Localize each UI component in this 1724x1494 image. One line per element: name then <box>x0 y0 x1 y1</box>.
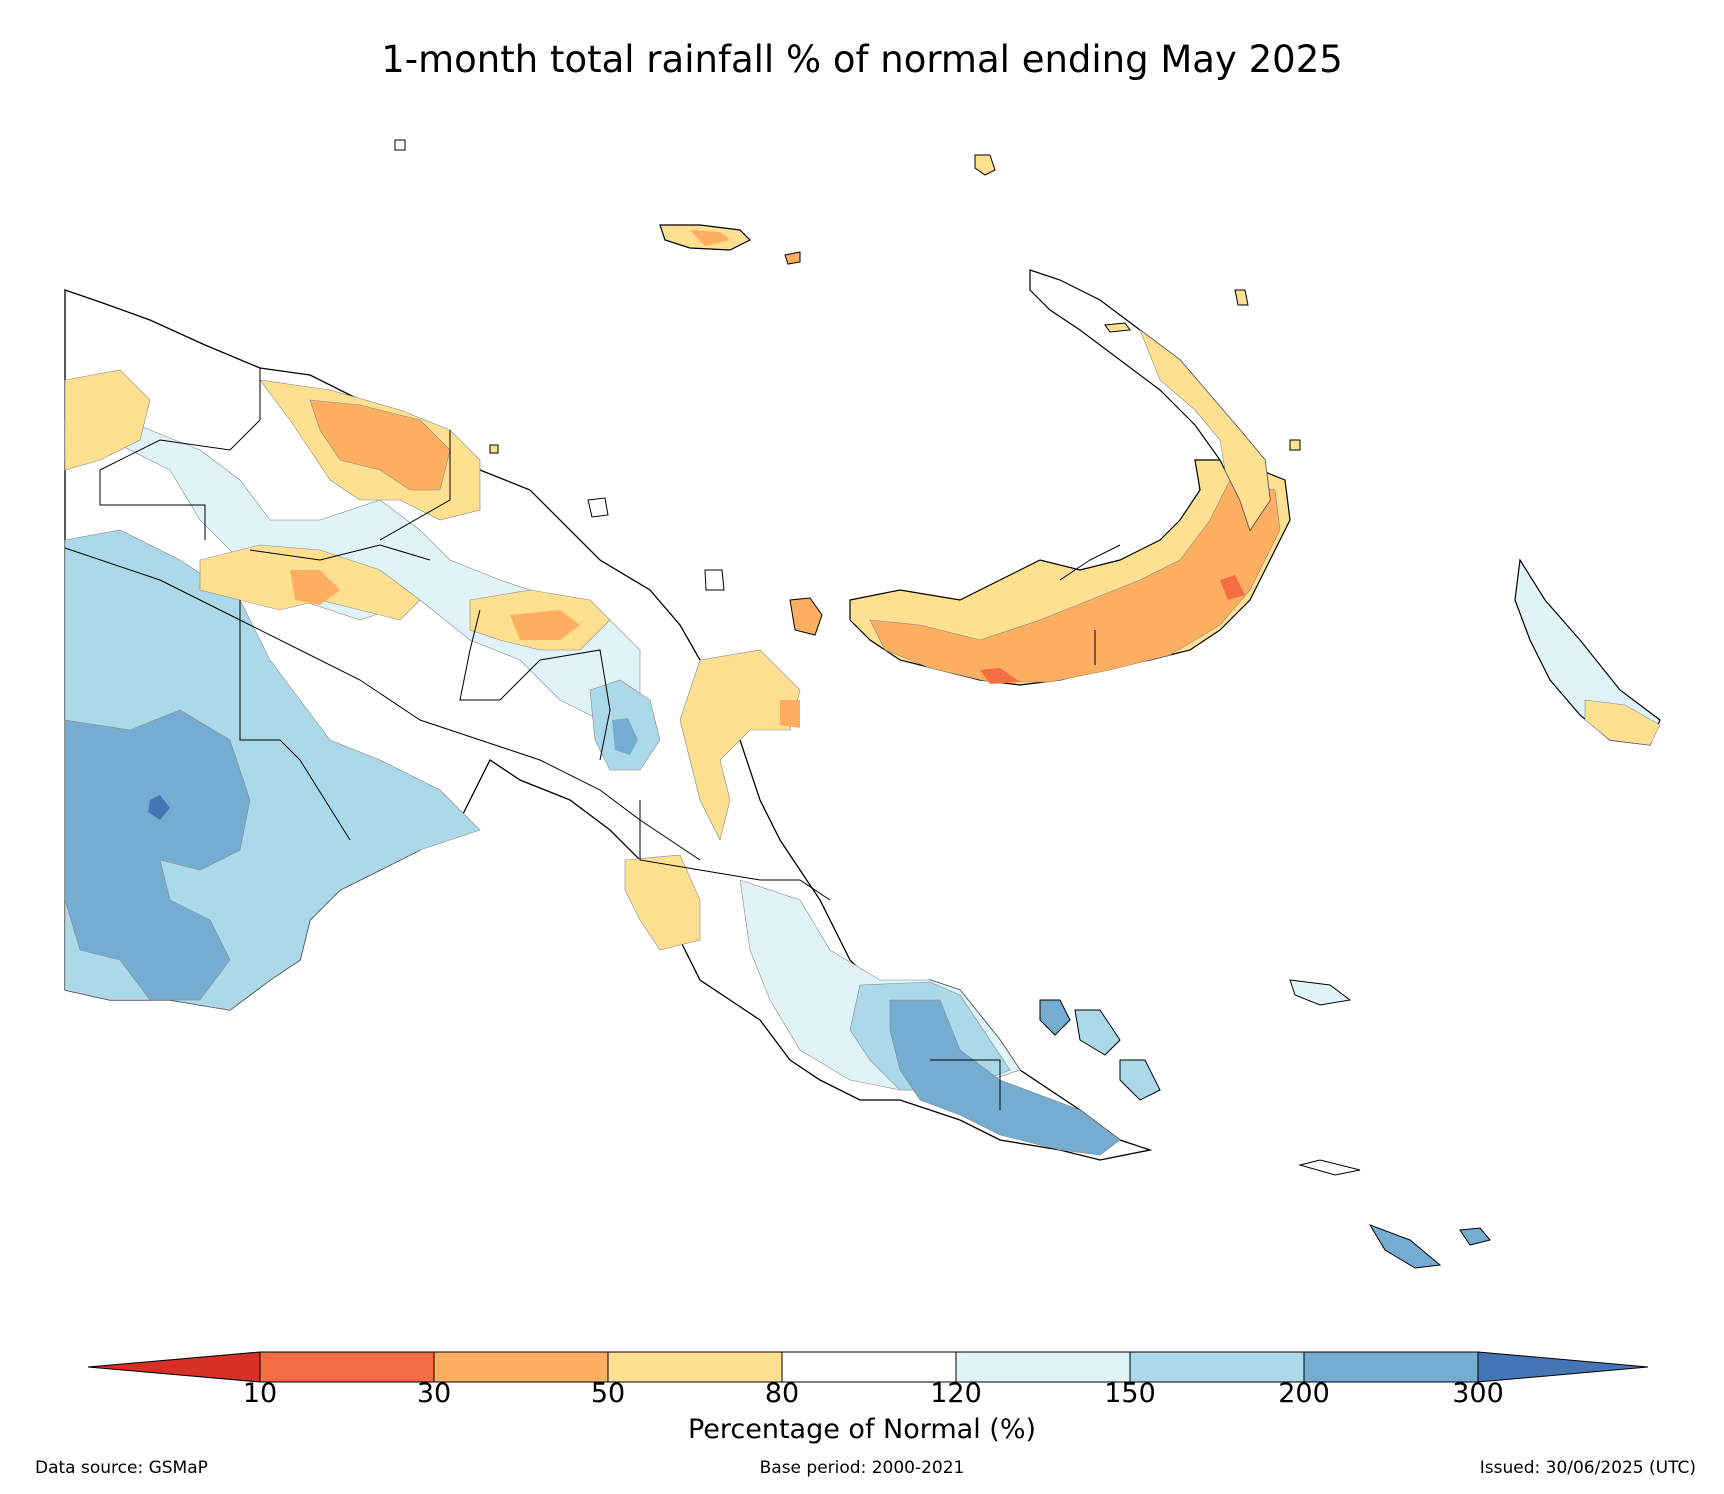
legend-tick-10: 10 <box>242 1378 278 1409</box>
d-entrecasteaux-islands <box>1039 979 1491 1269</box>
contour-30-50-highlands <box>290 570 340 605</box>
contour-30-50-madang <box>510 610 580 640</box>
contour-200-300-central <box>612 718 638 755</box>
legend-tick-30: 30 <box>416 1378 452 1409</box>
contour-200-300-papua <box>889 999 1121 1156</box>
colorbar-high-extend <box>1477 1351 1649 1383</box>
colorbar-bin-120-150 <box>955 1351 1131 1383</box>
colorbar-bin-150-200 <box>1129 1351 1305 1383</box>
small-islands <box>394 139 1301 591</box>
contour-50-80-north-west <box>64 369 151 471</box>
legend-axis-label: Percentage of Normal (%) <box>687 1414 1037 1445</box>
contour-30-50-sepik <box>309 399 451 491</box>
manus-island <box>659 224 801 265</box>
new-ireland <box>1029 269 1271 532</box>
legend-tick-300: 300 <box>1452 1378 1504 1409</box>
contour-30-50-morobe <box>780 700 800 728</box>
contour-50-80-gulf <box>624 854 701 951</box>
legend-tick-120: 120 <box>930 1378 982 1409</box>
legend-tick-200: 200 <box>1278 1378 1330 1409</box>
colorbar-bin-30-50 <box>433 1351 609 1383</box>
contour-200-300 <box>64 709 251 1001</box>
legend-tick-50: 50 <box>590 1378 626 1409</box>
colorbar-bin-80-120 <box>781 1351 957 1383</box>
colorbar-bin-10-30 <box>259 1351 435 1383</box>
legend-tick-150: 150 <box>1104 1378 1156 1409</box>
new-britain <box>789 459 1291 686</box>
colorbar-bin-50-80 <box>607 1351 783 1383</box>
contour-150-200 <box>64 529 481 1011</box>
bougainville <box>1514 558 1661 746</box>
footer-issued-date: Issued: 30/06/2025 (UTC) <box>1479 1458 1696 1478</box>
contour-50-80-morobe <box>679 649 801 841</box>
colorbar-low-extend <box>87 1351 261 1383</box>
legend-tick-80: 80 <box>764 1378 800 1409</box>
map-title: 1-month total rainfall % of normal endin… <box>381 38 1343 81</box>
colorbar <box>87 1351 1649 1383</box>
province-boundaries <box>64 368 1001 1110</box>
contour-300-plus <box>148 795 170 820</box>
footer-data-source: Data source: GSMaP <box>35 1458 208 1478</box>
footer-base-period: Base period: 2000-2021 <box>759 1458 965 1478</box>
